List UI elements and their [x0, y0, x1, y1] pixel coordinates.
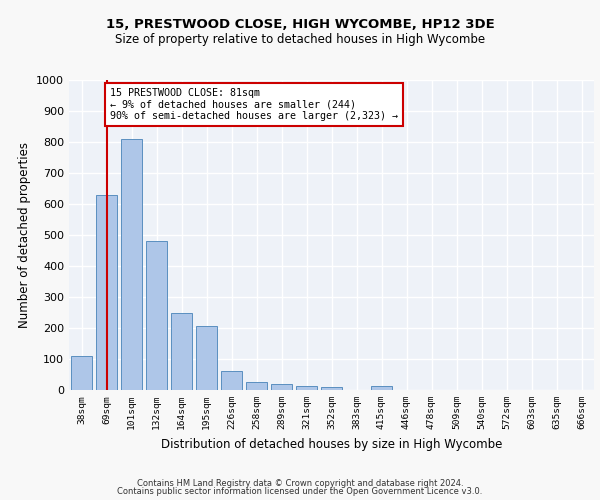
Bar [121, 139, 142, 390]
Bar [321, 387, 342, 390]
Text: 15, PRESTWOOD CLOSE, HIGH WYCOMBE, HP12 3DE: 15, PRESTWOOD CLOSE, HIGH WYCOMBE, HP12 … [106, 18, 494, 30]
Text: 15 PRESTWOOD CLOSE: 81sqm
← 9% of detached houses are smaller (244)
90% of semi-: 15 PRESTWOOD CLOSE: 81sqm ← 9% of detach… [110, 88, 398, 121]
Bar [171, 312, 192, 390]
Bar [296, 386, 317, 390]
Y-axis label: Number of detached properties: Number of detached properties [17, 142, 31, 328]
Bar [196, 326, 217, 390]
Bar [246, 382, 267, 390]
Bar [221, 372, 242, 390]
Bar [146, 241, 167, 390]
Text: Contains public sector information licensed under the Open Government Licence v3: Contains public sector information licen… [118, 487, 482, 496]
Text: Size of property relative to detached houses in High Wycombe: Size of property relative to detached ho… [115, 32, 485, 46]
Bar [371, 386, 392, 390]
X-axis label: Distribution of detached houses by size in High Wycombe: Distribution of detached houses by size … [161, 438, 502, 450]
Bar [271, 384, 292, 390]
Text: Contains HM Land Registry data © Crown copyright and database right 2024.: Contains HM Land Registry data © Crown c… [137, 478, 463, 488]
Bar [71, 356, 92, 390]
Bar [96, 194, 117, 390]
